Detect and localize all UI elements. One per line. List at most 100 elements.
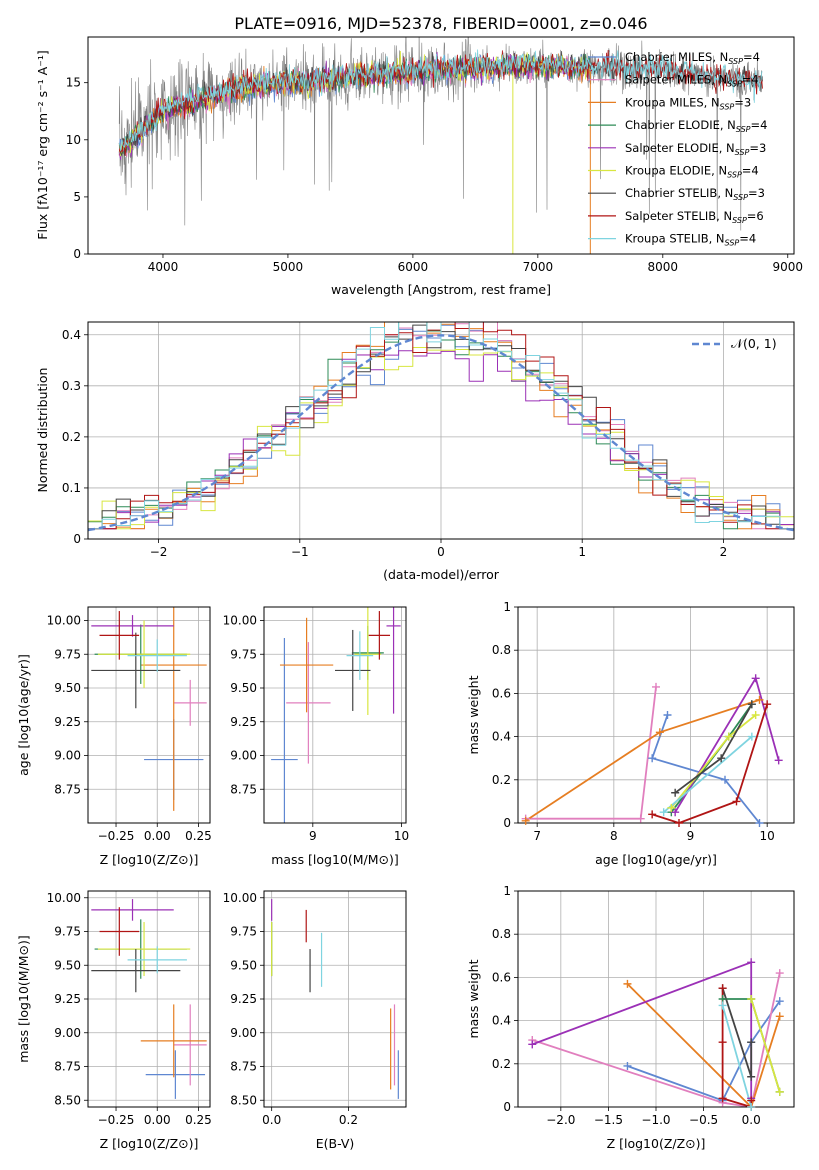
y-tick-label: 5 [73,190,81,204]
legend-label-salpeter_miles: Salpeter MILES, NSSP=4 [625,73,759,89]
x-tick-label: −2 [150,545,168,559]
plot-area-age_vs_mass [271,607,401,823]
series-line-kroupa_stelib [721,1005,753,1107]
panel-spectrum: 4000 5000 6000 7000 8000 9000 0 5 10 15 Chabrier M… [35,36,803,297]
series-marker-kroupa_miles [623,979,632,988]
legend-label-chabrier_miles: Chabrier MILES, NSSP=4 [625,50,760,66]
y-tick-label: 9.50 [54,681,81,695]
gaussian-curve [88,334,794,532]
series-marker-salpeter_miles [636,814,645,823]
y-tick-label: 0 [503,816,511,830]
y-axis-label: Normed distribution [35,368,50,493]
histogram-kroupa_stelib [88,322,794,530]
legend-label-kroupa_elodie: Kroupa ELODIE, NSSP=4 [625,164,759,180]
x-tick-label: 0.25 [185,1113,212,1127]
y-tick-label: 0.6 [492,970,511,984]
x-tick-label: 9 [687,829,695,843]
y-axis-label: Flux [fλ10⁻¹⁷ erg cm⁻² s⁻¹ A⁻¹] [35,50,50,239]
panel-age_vs_Z: −0.25 0.00 0.25 8.75 9.00 9.25 9.50 9.75 10.00 Z … [16,606,212,867]
series-marker-chabrier_miles [623,1061,632,1070]
y-tick-label: 9.50 [230,681,257,695]
y-tick-label: 10.00 [223,614,257,628]
series-marker-salpeter_stelib [675,819,683,827]
x-tick-label: 10 [760,829,775,843]
y-tick-label: 9.75 [230,647,257,661]
y-tick-label: 0.8 [492,643,511,657]
legend-label-salpeter_stelib: Salpeter STELIB, NSSP=6 [625,209,764,225]
y-tick-label: 9.00 [230,1026,257,1040]
y-tick-label: 0.4 [62,328,81,342]
plot-area-mass_vs_Z [91,899,207,1099]
series-line-kroupa_miles [626,983,781,1107]
series-marker-chabrier_miles [755,819,764,827]
series-marker-chabrier_stelib [747,1038,756,1047]
legend: Chabrier MILES, NSSP=4 Salpeter MILES, NS… [588,50,767,248]
series-marker-kroupa_miles [655,728,664,737]
axes-frame [517,606,795,824]
x-tick-label: 10 [394,829,409,843]
x-tick-label: −0.5 [689,1113,718,1127]
y-axis-label: mass weight [466,959,481,1038]
panel-mass_vs_ebv: 0.0 0.2 8.50 8.75 9.00 9.25 9.50 9.75 10.00 E(B-V… [223,890,407,1151]
y-tick-label: 9.75 [54,925,81,939]
x-tick-label: −0.25 [98,1113,135,1127]
series-marker-salpeter_stelib [732,797,741,806]
x-tick-label: 0.2 [339,1113,358,1127]
y-tick-label: 9.00 [54,1026,81,1040]
axes-frame [263,606,407,824]
x-tick-label: 9000 [772,260,803,274]
series-marker-salpeter_elodie [528,1040,537,1049]
x-tick-label: 0.0 [742,1113,761,1127]
series-marker-salpeter_elodie [671,808,680,817]
series-marker-kroupa_elodie [724,732,733,741]
plot-area-spectrum [118,37,763,254]
series-marker-chabrier_miles [663,711,672,719]
y-tick-label: 0.2 [492,773,511,787]
panel-residuals: −2 −1 0 1 2 0 0.1 0.2 0.3 0.4 𝒩(0, 1) (data-model)/… [35,321,795,582]
x-tick-label: −1 [291,545,309,559]
y-tick-label: 8.75 [230,782,257,796]
x-tick-label: 8 [610,829,618,843]
y-axis-label: mass weight [466,675,481,754]
x-tick-label: 6000 [398,260,429,274]
series-marker-chabrier_miles [775,997,784,1006]
series-marker-chabrier_miles [721,775,729,784]
x-tick-label: 7000 [523,260,554,274]
y-tick-label: 0.8 [492,927,511,941]
x-tick-label: 2 [720,545,728,559]
series-marker-kroupa_elodie [775,1087,784,1096]
y-tick-label: 15 [66,76,81,90]
series-marker-kroupa_miles [521,816,530,825]
series-marker-kroupa_elodie [747,995,756,1003]
panel-mass_vs_Z: −0.25 0.00 0.25 8.50 8.75 9.00 9.25 9.50 9.75 10.… [16,890,212,1151]
series-marker-kroupa_stelib [718,1001,727,1010]
series-marker-salpeter_stelib [718,1038,727,1047]
series-marker-salpeter_stelib [718,984,727,993]
series-marker-salpeter_stelib [718,1094,727,1103]
x-tick-label: −1.5 [594,1113,623,1127]
series-marker-salpeter_elodie [774,756,783,765]
x-tick-label: −2.0 [546,1113,575,1127]
legend-label-kroupa_miles: Kroupa MILES, NSSP=3 [625,95,751,111]
x-axis-label: (data-model)/error [383,567,500,582]
x-tick-label: 7 [533,829,541,843]
x-tick-label: 0.25 [185,829,212,843]
y-tick-label: 0.1 [62,481,81,495]
series-marker-chabrier_miles [648,754,657,763]
model-spectrum-kroupa_stelib [118,49,763,152]
figure-title: PLATE=0916, MJD=52378, FIBERID=0001, z=0… [234,14,647,33]
y-tick-label: 9.50 [230,958,257,972]
x-tick-label: 9 [309,829,317,843]
y-axis-label: age [log10(age/yr)] [16,654,31,776]
legend-label-chabrier_elodie: Chabrier ELODIE, NSSP=4 [625,118,767,134]
series-line-chabrier_miles [627,1000,781,1102]
y-tick-label: 10.00 [223,891,257,905]
series-marker-chabrier_stelib [747,700,756,709]
y-tick-label: 9.50 [54,958,81,972]
x-axis-label: Z [log10(Z/Z⊙)] [100,852,199,867]
series-marker-kroupa_miles [775,1012,784,1021]
series-marker-salpeter_stelib [763,700,772,709]
x-tick-label: 5000 [273,260,304,274]
